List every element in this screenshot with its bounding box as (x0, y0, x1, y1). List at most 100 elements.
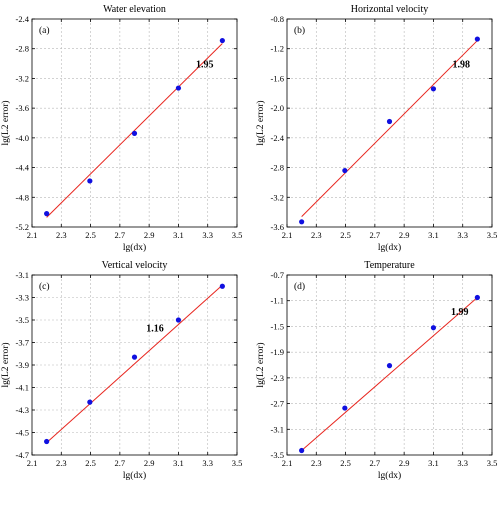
x-tick-label: 2.7 (370, 230, 381, 240)
x-axis-label: lg(dx) (378, 242, 401, 253)
panel-label: (c) (39, 281, 50, 292)
data-point (87, 399, 93, 405)
chart-panel-3: 2.1 2.3 2.5 2.7 2.9 3.1 3.3 3.5 -4.7 -4.5 -4.3 -4.1… (0, 260, 242, 481)
y-tick-label: -4.1 (16, 383, 29, 393)
x-tick-label: 2.9 (144, 230, 155, 240)
y-tick-label: -4.8 (16, 192, 29, 202)
y-tick-label: -3.6 (16, 103, 29, 113)
x-tick-label: 2.5 (85, 458, 96, 468)
fit-line (301, 40, 478, 217)
y-tick-label: -2.8 (16, 44, 29, 54)
data-point (219, 283, 225, 289)
y-tick-label: -2.7 (271, 399, 284, 409)
fit-line (46, 284, 223, 443)
panel-title: Horizontal velocity (351, 4, 428, 15)
x-tick-label: 2.3 (311, 230, 322, 240)
x-axis-label: lg(dx) (123, 470, 146, 481)
x-tick-label: 3.1 (173, 458, 184, 468)
y-tick-label: -3.3 (16, 293, 29, 303)
y-tick-label: -0.8 (271, 14, 284, 24)
panel-title: Temperature (364, 260, 415, 271)
y-tick-label: -4.7 (16, 450, 29, 460)
y-tick-label: -2.3 (271, 373, 284, 383)
x-tick-label: 2.9 (144, 458, 155, 468)
y-tick-label: -2.4 (271, 133, 285, 143)
y-tick-label: -1.5 (271, 321, 284, 331)
y-tick-label: -2.0 (271, 103, 284, 113)
x-tick-label: 2.9 (399, 458, 410, 468)
data-point (386, 363, 393, 369)
y-tick-label: -1.1 (271, 296, 284, 306)
panel-title: Water elevation (103, 4, 166, 15)
x-tick-label: 2.3 (56, 458, 67, 468)
data-point (386, 118, 393, 125)
y-tick-label: -4.5 (16, 428, 29, 438)
x-tick-label: 2.5 (85, 230, 96, 240)
x-tick-label: 3.3 (457, 230, 468, 240)
y-tick-label: -3.1 (16, 270, 29, 280)
slope-label: 1.16 (146, 323, 164, 334)
data-point (299, 447, 305, 454)
data-point (175, 317, 182, 323)
y-tick-label: -0.7 (271, 270, 284, 280)
x-tick-label: 2.9 (399, 230, 410, 240)
data-point (175, 85, 182, 91)
panel-label: (b) (294, 25, 305, 36)
y-tick-label: -2.8 (271, 163, 284, 173)
slope-label: 1.99 (451, 307, 469, 318)
data-point (87, 178, 93, 184)
x-tick-label: 3.1 (173, 230, 184, 240)
fit-line (46, 43, 223, 218)
x-tick-label: 2.1 (27, 230, 38, 240)
x-tick-label: 3.3 (202, 230, 213, 240)
x-tick-label: 2.1 (27, 458, 38, 468)
x-tick-label: 3.5 (232, 230, 243, 240)
data-point (131, 354, 138, 360)
y-tick-label: -3.2 (271, 192, 284, 202)
fit-line (301, 297, 478, 451)
y-tick-label: -3.1 (271, 424, 284, 434)
y-axis-label: lg(L2 error) (255, 342, 266, 387)
panel-label: (d) (294, 281, 305, 292)
x-tick-label: 3.1 (428, 230, 439, 240)
chart-panel-1: 2.1 2.3 2.5 2.7 2.9 3.1 3.3 3.5 -5.2 -4.8 -4.4 -4.0… (0, 4, 242, 253)
data-point (430, 86, 437, 92)
plot-frame (286, 18, 493, 228)
x-tick-label: 2.7 (115, 458, 126, 468)
y-tick-label: -4.0 (16, 133, 29, 143)
data-point (342, 405, 348, 411)
plot-frame (31, 18, 238, 228)
x-tick-label: 2.3 (56, 230, 67, 240)
y-tick-label: -5.2 (16, 222, 29, 232)
y-axis-label: lg(L2 error) (0, 342, 11, 387)
x-tick-label: 3.1 (428, 458, 439, 468)
y-tick-label: -1.9 (271, 347, 284, 357)
y-tick-label: -3.5 (16, 315, 29, 325)
data-point (44, 211, 50, 217)
data-point (219, 37, 225, 44)
x-tick-label: 2.3 (311, 458, 322, 468)
y-tick-label: -4.4 (16, 163, 30, 173)
y-tick-label: -3.7 (16, 338, 29, 348)
y-tick-label: -2.4 (16, 14, 30, 24)
data-point (430, 325, 437, 331)
y-axis-label: lg(L2 error) (255, 100, 266, 145)
y-tick-label: -3.9 (16, 360, 29, 370)
chart-panel-2: 2.1 2.3 2.5 2.7 2.9 3.1 3.3 3.5 -3.6 -3.2 -2.8 -2.4… (255, 4, 497, 253)
x-tick-label: 3.5 (232, 458, 243, 468)
data-point (474, 36, 480, 42)
x-tick-label: 2.1 (282, 458, 293, 468)
data-point (474, 294, 480, 301)
data-point (44, 438, 50, 445)
y-tick-label: -4.3 (16, 405, 29, 415)
y-tick-label: -1.2 (271, 44, 284, 54)
x-tick-label: 3.5 (487, 458, 498, 468)
y-axis-label: lg(L2 error) (0, 100, 11, 145)
x-tick-label: 3.3 (457, 458, 468, 468)
data-point (131, 130, 138, 136)
x-axis-label: lg(dx) (378, 470, 401, 481)
x-tick-label: 2.1 (282, 230, 293, 240)
y-tick-label: -3.5 (271, 450, 284, 460)
